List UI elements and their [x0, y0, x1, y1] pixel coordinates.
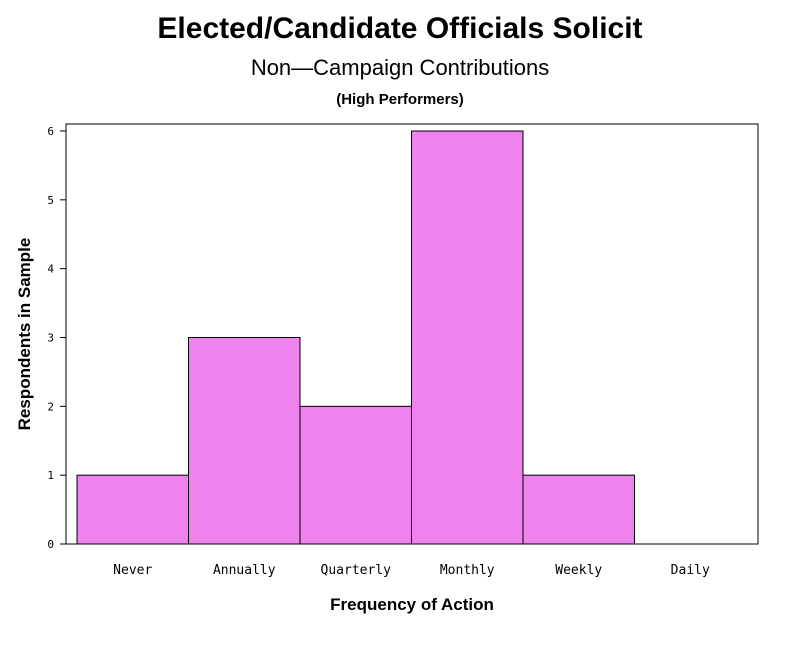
bar-weekly	[522, 474, 635, 545]
x-axis-label: Frequency of Action	[330, 595, 494, 614]
x-tick-label-weekly: Weekly	[555, 563, 602, 578]
y-tick-label: 6	[47, 125, 54, 138]
x-tick-label-annually: Annually	[213, 563, 276, 578]
x-tick-label-daily: Daily	[671, 563, 710, 578]
y-axis: 0 1 2 3 4 5 6	[47, 125, 66, 551]
bars-group	[76, 130, 635, 545]
bar-monthly	[411, 130, 524, 545]
y-tick-label: 4	[47, 263, 54, 276]
chart-title: Elected/Candidate Officials Solicit	[157, 12, 642, 45]
x-tick-label-monthly: Monthly	[440, 563, 495, 578]
x-tick-label-quarterly: Quarterly	[321, 563, 392, 578]
x-tick-label-never: Never	[113, 563, 152, 578]
chart-subsubtitle: (High Performers)	[336, 91, 464, 108]
bar-annually	[188, 337, 301, 545]
chart-subtitle: Non—Campaign Contributions	[251, 55, 549, 80]
y-axis-label: Respondents in Sample	[15, 238, 34, 431]
x-tick-labels: Never Annually Quarterly Monthly Weekly Daily	[113, 563, 710, 578]
bar-quarterly	[299, 405, 412, 545]
y-tick-label: 3	[47, 332, 54, 345]
plot-frame	[65, 123, 759, 545]
y-tick-label: 0	[47, 538, 54, 551]
y-tick-label: 2	[47, 400, 54, 413]
y-tick-label: 1	[47, 469, 54, 482]
y-tick-label: 5	[47, 194, 54, 207]
bar-never	[76, 474, 189, 545]
